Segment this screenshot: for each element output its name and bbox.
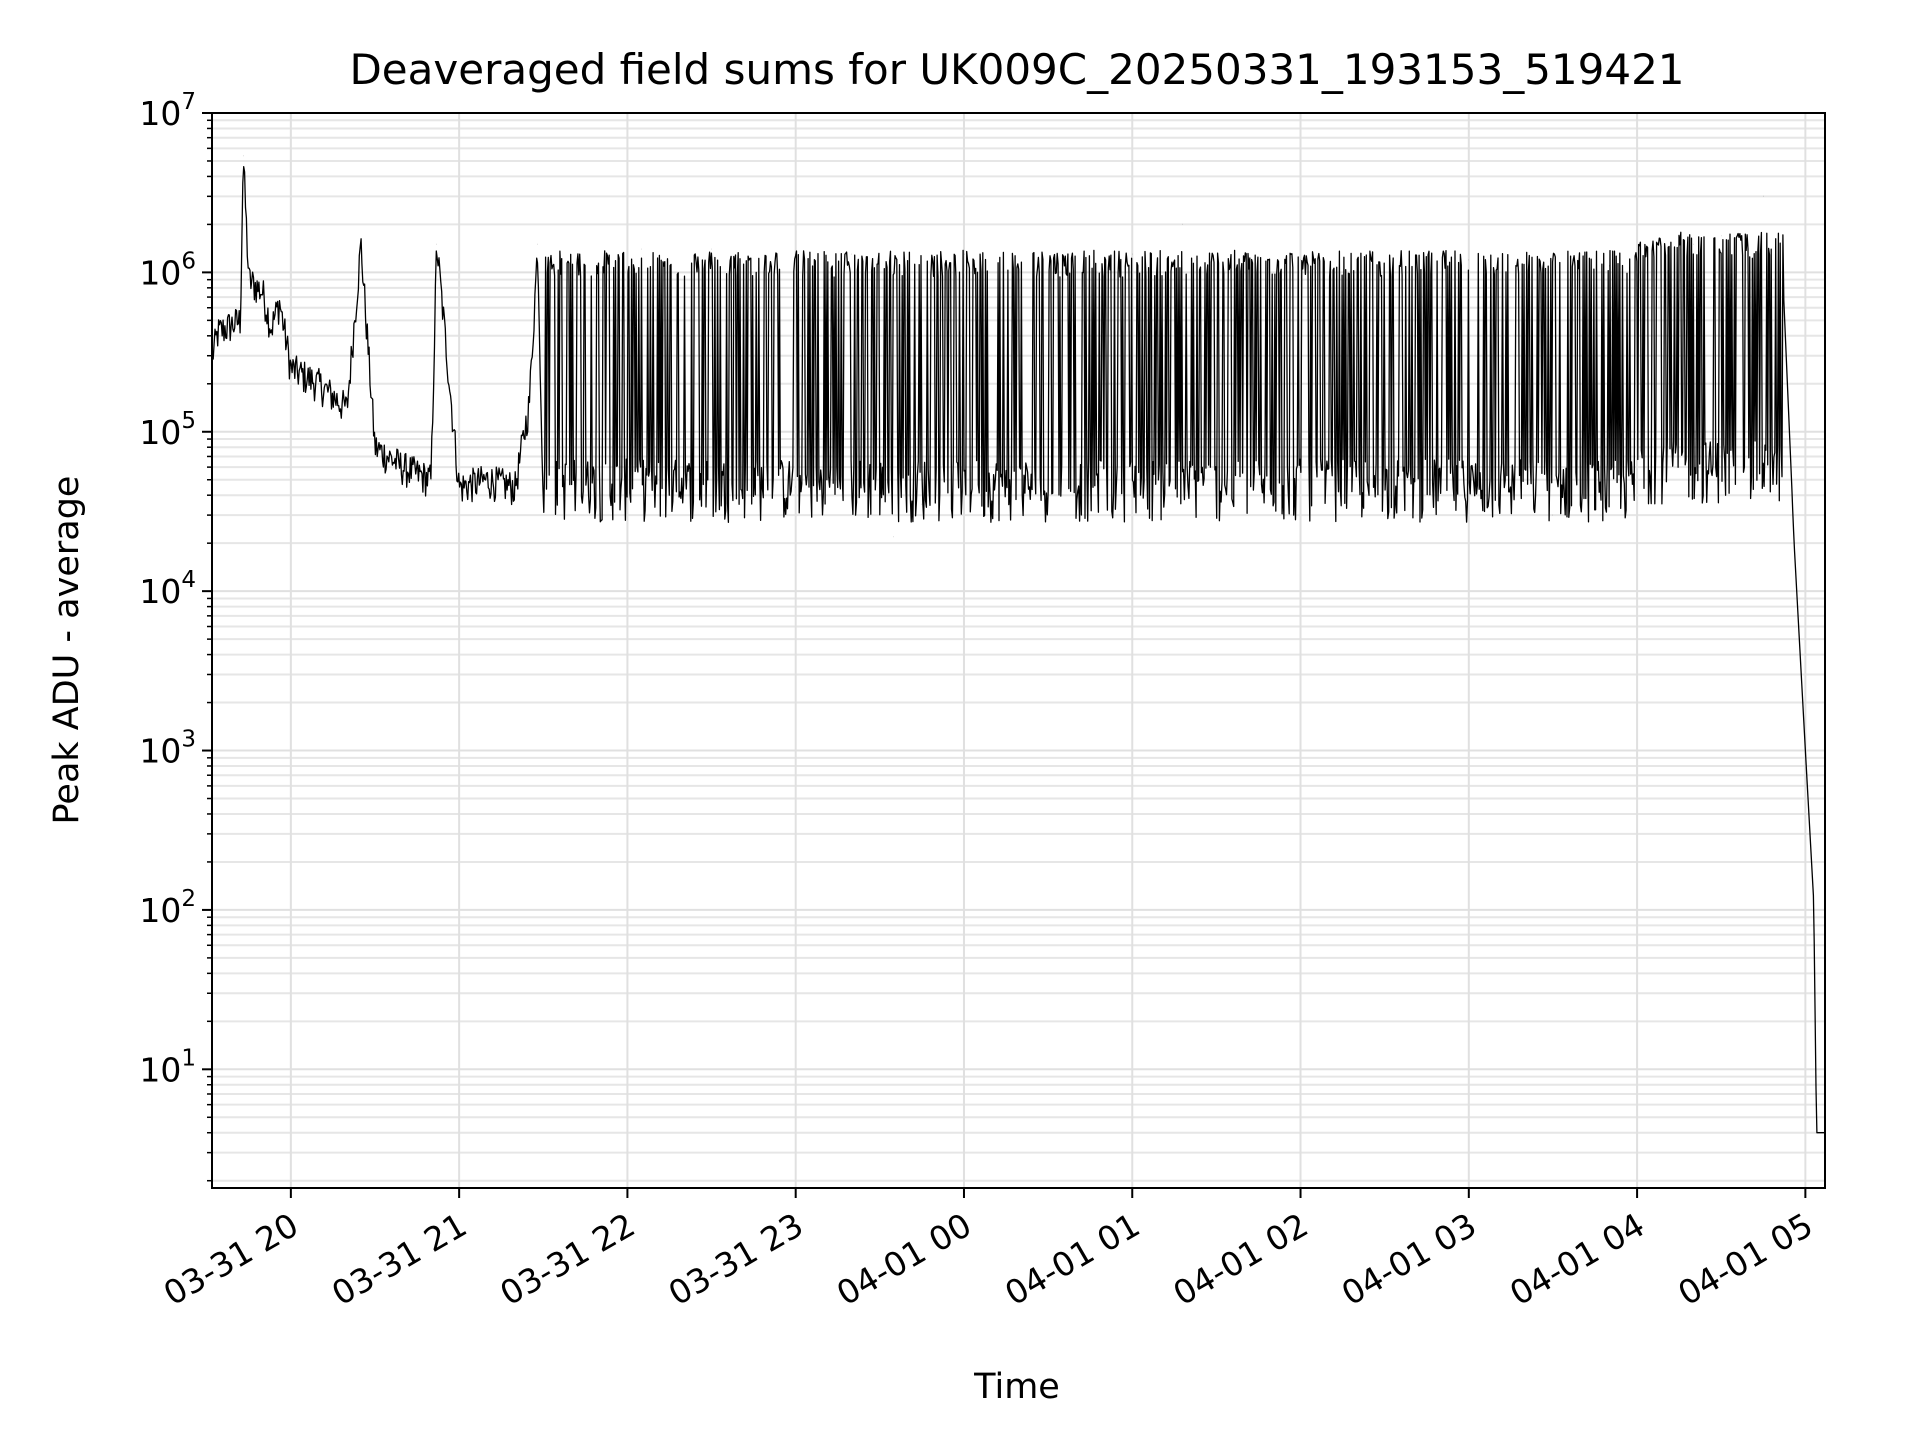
plot-frame bbox=[211, 112, 1826, 1189]
y-tick-label: 103 bbox=[139, 727, 196, 771]
y-tick-label: 101 bbox=[139, 1045, 196, 1089]
series-group bbox=[211, 155, 1826, 1134]
chart-title: Deaveraged field sums for UK009C_2025033… bbox=[349, 45, 1684, 94]
y-tick-label: 102 bbox=[139, 886, 196, 930]
grid bbox=[212, 112, 1825, 1188]
y-axis-label: Peak ADU - average bbox=[47, 476, 87, 825]
y-axis: 101 102 103 104 105 106 107 bbox=[139, 89, 212, 1182]
y-tick-label: 104 bbox=[139, 567, 196, 611]
y-tick-label: 106 bbox=[139, 248, 196, 292]
x-axis-label: Time bbox=[973, 1367, 1060, 1407]
series-line-0 bbox=[211, 155, 1826, 1134]
y-tick-label: 105 bbox=[139, 408, 196, 452]
y-tick-label: 107 bbox=[139, 89, 196, 133]
